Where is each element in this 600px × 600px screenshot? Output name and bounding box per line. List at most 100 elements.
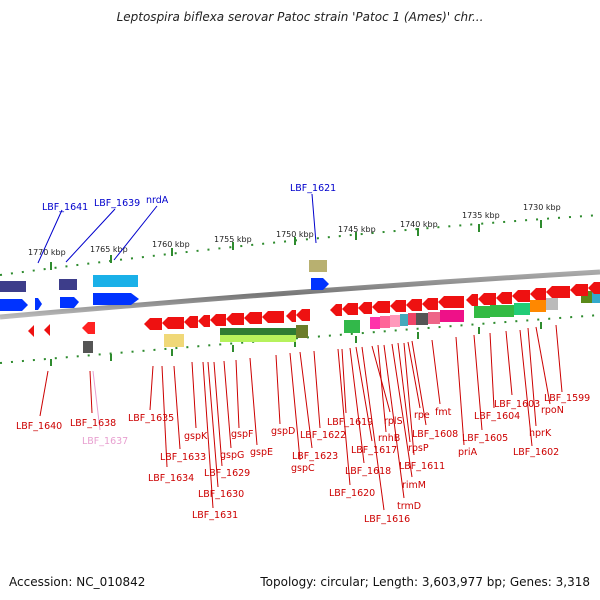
- gene-feature[interactable]: [35, 298, 42, 310]
- gene-feature[interactable]: [0, 299, 28, 311]
- gene-label[interactable]: LBF_1619: [327, 417, 373, 428]
- gene-label[interactable]: LBF_1640: [16, 421, 62, 432]
- gene-label[interactable]: gspG: [220, 450, 244, 461]
- gene-label[interactable]: rpoN: [541, 405, 564, 416]
- gene-feature[interactable]: [82, 322, 95, 334]
- gene-feature[interactable]: [416, 313, 428, 325]
- gene-label[interactable]: LBF_1616: [364, 514, 410, 525]
- gene-feature[interactable]: [93, 293, 139, 305]
- gene-feature[interactable]: [530, 300, 546, 312]
- gene-feature[interactable]: [28, 325, 34, 337]
- gene-label[interactable]: LBF_1604: [474, 411, 520, 422]
- gene-feature[interactable]: [311, 278, 329, 290]
- gene-label[interactable]: rpe: [414, 410, 430, 421]
- gene-label[interactable]: rpsP: [408, 443, 429, 454]
- gene-label[interactable]: rplS: [384, 416, 403, 427]
- gene-label[interactable]: hprK: [529, 428, 552, 439]
- gene-feature[interactable]: [226, 313, 244, 325]
- gene-feature[interactable]: [220, 328, 296, 335]
- gene-feature[interactable]: [59, 279, 77, 290]
- gene-feature[interactable]: [428, 312, 440, 324]
- gene-feature[interactable]: [390, 300, 406, 312]
- gene-feature[interactable]: [400, 314, 408, 326]
- gene-label[interactable]: gspF: [231, 429, 253, 440]
- gene-label[interactable]: LBF_1620: [329, 488, 375, 499]
- gene-feature[interactable]: [530, 288, 546, 300]
- gene-feature[interactable]: [162, 317, 184, 329]
- gene-feature[interactable]: [478, 293, 496, 305]
- gene-feature[interactable]: [466, 294, 478, 306]
- gene-feature[interactable]: [422, 298, 438, 310]
- gene-label[interactable]: LBF_1639: [94, 198, 140, 209]
- gene-feature[interactable]: [309, 260, 327, 272]
- gene-feature[interactable]: [83, 341, 93, 353]
- gene-feature[interactable]: [296, 309, 310, 321]
- gene-feature[interactable]: [60, 297, 79, 308]
- gene-label[interactable]: gspK: [184, 431, 208, 442]
- gene-label[interactable]: LBF_1638: [70, 418, 116, 429]
- gene-feature[interactable]: [262, 311, 284, 323]
- gene-feature[interactable]: [244, 312, 262, 324]
- gene-label[interactable]: LBF_1634: [148, 473, 194, 484]
- gene-feature[interactable]: [286, 310, 296, 322]
- gene-label[interactable]: LBF_1599: [544, 393, 590, 404]
- gene-feature[interactable]: [342, 303, 358, 315]
- gene-feature[interactable]: [220, 335, 296, 342]
- gene-feature[interactable]: [380, 316, 390, 328]
- gene-feature[interactable]: [474, 306, 490, 318]
- gene-feature[interactable]: [0, 281, 26, 292]
- gene-feature[interactable]: [184, 316, 198, 328]
- gene-feature[interactable]: [406, 299, 422, 311]
- gene-label[interactable]: LBF_1605: [462, 433, 508, 444]
- gene-feature[interactable]: [44, 324, 50, 336]
- gene-feature[interactable]: [592, 291, 600, 303]
- gene-label[interactable]: trmD: [397, 501, 421, 512]
- gene-label[interactable]: LBF_1635: [128, 413, 174, 424]
- gene-feature[interactable]: [372, 301, 390, 313]
- gene-feature[interactable]: [144, 318, 162, 330]
- gene-feature[interactable]: [210, 314, 226, 326]
- gene-label[interactable]: LBF_1622: [300, 430, 346, 441]
- gene-feature[interactable]: [546, 286, 570, 298]
- gene-label[interactable]: LBF_1630: [198, 489, 244, 500]
- gene-label[interactable]: LBF_1611: [399, 461, 445, 472]
- gene-label[interactable]: LBF_1623: [292, 451, 338, 462]
- gene-label[interactable]: LBF_1641: [42, 202, 88, 213]
- gene-feature[interactable]: [496, 292, 512, 304]
- gene-label[interactable]: rnhB: [378, 433, 400, 444]
- gene-label[interactable]: gspC: [291, 463, 315, 474]
- gene-label[interactable]: LBF_1602: [513, 447, 559, 458]
- gene-feature[interactable]: [512, 290, 530, 302]
- gene-feature[interactable]: [370, 317, 380, 329]
- gene-label[interactable]: priA: [458, 447, 478, 458]
- gene-label[interactable]: LBF_1631: [192, 510, 238, 521]
- gene-label[interactable]: LBF_1617: [351, 445, 397, 456]
- gene-label[interactable]: LBF_1608: [412, 429, 458, 440]
- gene-feature[interactable]: [588, 282, 600, 294]
- gene-feature[interactable]: [358, 302, 372, 314]
- gene-label[interactable]: LBF_1629: [204, 468, 250, 479]
- gene-feature[interactable]: [440, 310, 464, 322]
- gene-label[interactable]: LBF_1621: [290, 183, 336, 194]
- gene-label[interactable]: gspE: [250, 447, 273, 458]
- gene-feature[interactable]: [408, 313, 416, 325]
- gene-label[interactable]: LBF_1637: [82, 436, 128, 447]
- gene-feature[interactable]: [330, 304, 342, 316]
- gene-label[interactable]: fmt: [435, 407, 452, 418]
- gene-feature[interactable]: [546, 298, 558, 310]
- gene-feature[interactable]: [296, 325, 308, 338]
- gene-feature[interactable]: [198, 315, 210, 327]
- gene-feature[interactable]: [490, 305, 514, 317]
- gene-label[interactable]: LBF_1633: [160, 452, 206, 463]
- gene-feature[interactable]: [390, 315, 400, 327]
- gene-feature[interactable]: [344, 320, 360, 333]
- gene-label[interactable]: gspD: [271, 426, 295, 437]
- gene-feature[interactable]: [164, 334, 184, 347]
- gene-feature[interactable]: [514, 303, 530, 315]
- gene-feature[interactable]: [93, 275, 138, 287]
- gene-feature[interactable]: [438, 296, 464, 308]
- gene-label[interactable]: LBF_1618: [345, 466, 391, 477]
- gene-label[interactable]: nrdA: [146, 195, 169, 206]
- gene-feature[interactable]: [570, 284, 588, 296]
